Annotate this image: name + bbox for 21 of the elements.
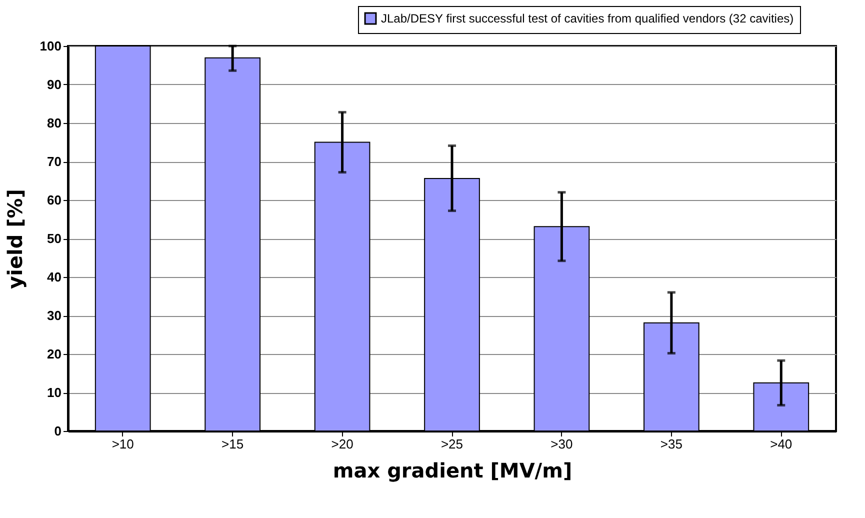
y-tick-label: 30	[47, 308, 62, 323]
x-tick-label: >20	[331, 436, 354, 452]
x-axis-title: max gradient [MV/m]	[332, 458, 572, 482]
y-tick-label: 90	[47, 77, 62, 92]
y-tick-label: 0	[54, 424, 62, 438]
x-tick-label: >15	[222, 436, 244, 452]
y-axis-title: yield [%]	[2, 189, 27, 289]
x-tick-label: >40	[770, 436, 792, 452]
y-tick-label: 20	[47, 346, 62, 362]
x-tick-label: >30	[550, 436, 573, 452]
y-tick-label: 10	[47, 385, 62, 400]
y-tick-label: 50	[47, 231, 62, 246]
y-tick-label: 70	[47, 154, 62, 169]
y-tick-label: 80	[47, 116, 62, 130]
x-tick-label: >10	[112, 436, 134, 452]
legend-label: JLab/DESY first successful test of cavities from qualified vendors (32 cavities)	[381, 12, 794, 26]
x-tick-label: >35	[660, 436, 682, 452]
y-tick-label: 60	[47, 192, 62, 208]
x-tick-label: >25	[440, 436, 464, 452]
y-tick-label: 100	[40, 38, 62, 54]
y-tick-label: 40	[47, 270, 62, 284]
